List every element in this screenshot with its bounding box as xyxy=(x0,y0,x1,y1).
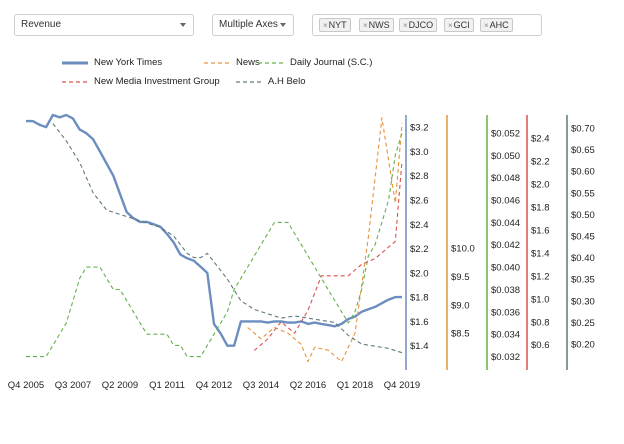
y-tick-label: $1.8 xyxy=(531,202,550,213)
legend-label: A.H Belo xyxy=(268,76,306,87)
y-tick-label: $2.4 xyxy=(531,134,550,145)
y-tick-label: $0.25 xyxy=(571,318,595,329)
ticker-tag-label: DJCO xyxy=(408,20,434,30)
y-tick-label: $0.042 xyxy=(491,240,520,251)
y-tick-label: $0.034 xyxy=(491,330,520,341)
remove-tag-icon[interactable]: × xyxy=(484,21,489,30)
ticker-tag[interactable]: ×NYT xyxy=(319,18,351,32)
legend-item-nyt[interactable]: New York Times xyxy=(62,56,212,70)
y-tick-label: $0.45 xyxy=(571,232,595,243)
y-tick-label: $9.5 xyxy=(451,272,470,283)
y-tick-label: $0.036 xyxy=(491,307,520,318)
y-tick-label: $1.4 xyxy=(410,341,429,352)
ticker-tag[interactable]: ×AHC xyxy=(480,18,513,32)
y-tick-label: $0.046 xyxy=(491,196,520,207)
chevron-down-icon xyxy=(180,23,186,27)
legend-swatch xyxy=(236,81,262,83)
y-tick-label: $2.0 xyxy=(531,179,550,190)
remove-tag-icon[interactable]: × xyxy=(363,21,368,30)
legend-item-news[interactable]: News xyxy=(204,56,274,70)
ticker-tag-label: GCI xyxy=(453,20,470,30)
y-tick-label: $0.60 xyxy=(571,167,595,178)
legend-swatch xyxy=(258,62,284,64)
y-tick-label: $2.4 xyxy=(410,220,429,231)
metric-select-value: Revenue xyxy=(21,19,62,30)
y-tick-label: $0.65 xyxy=(571,145,595,156)
y-tick-label: $0.40 xyxy=(571,253,595,264)
y-tick-label: $0.30 xyxy=(571,296,595,307)
legend-swatch xyxy=(62,61,88,65)
y-tick-label: $10.0 xyxy=(451,244,475,255)
legend-label: New York Times xyxy=(94,57,163,68)
x-tick-label: Q4 2019 xyxy=(384,380,420,391)
x-tick-label: Q3 2014 xyxy=(243,380,279,391)
y-tick-label: $1.4 xyxy=(531,248,550,259)
ticker-tag-label: NYT xyxy=(328,20,347,30)
ticker-tag[interactable]: ×GCI xyxy=(444,18,474,32)
y-tick-label: $2.6 xyxy=(410,196,429,207)
y-tick-label: $1.2 xyxy=(531,271,550,282)
x-tick-label: Q3 2007 xyxy=(55,380,91,391)
metric-select[interactable]: Revenue xyxy=(14,14,194,36)
remove-tag-icon[interactable]: × xyxy=(403,21,408,30)
y-tick-label: $0.70 xyxy=(571,124,595,135)
y-tick-label: $0.038 xyxy=(491,285,520,296)
y-tick-label: $0.048 xyxy=(491,173,520,184)
legend-item-ahc[interactable]: A.H Belo xyxy=(236,75,336,89)
y-tick-label: $1.6 xyxy=(410,317,429,328)
ticker-multiselect[interactable]: ×NYT ×NWS ×DJCO ×GCI ×AHC xyxy=(312,14,542,36)
y-tick-label: $3.2 xyxy=(410,123,429,134)
x-tick-label: Q4 2005 xyxy=(8,380,44,391)
chevron-down-icon xyxy=(280,23,286,27)
ticker-tag[interactable]: ×DJCO xyxy=(399,18,438,32)
legend-label: News xyxy=(236,57,260,68)
y-tick-label: $0.6 xyxy=(531,340,550,351)
x-tick-label: Q1 2011 xyxy=(149,380,185,391)
y-tick-label: $3.0 xyxy=(410,147,429,158)
y-tick-label: $0.052 xyxy=(491,128,520,139)
y-tick-label: $1.0 xyxy=(531,294,550,305)
y-tick-label: $0.35 xyxy=(571,275,595,286)
x-tick-label: Q1 2018 xyxy=(337,380,373,391)
remove-tag-icon[interactable]: × xyxy=(448,21,453,30)
series-line-newm xyxy=(253,160,403,351)
ticker-tag-label: AHC xyxy=(489,20,509,30)
y-tick-label: $0.044 xyxy=(491,218,520,229)
x-tick-label: Q2 2009 xyxy=(102,380,138,391)
remove-tag-icon[interactable]: × xyxy=(323,21,328,30)
ticker-tag-label: NWS xyxy=(368,20,390,30)
y-tick-label: $2.2 xyxy=(410,244,429,255)
axes-select-value: Multiple Axes xyxy=(219,19,278,30)
legend-swatch xyxy=(62,81,88,83)
y-tick-label: $0.55 xyxy=(571,188,595,199)
y-tick-label: $2.0 xyxy=(410,268,429,279)
y-tick-label: $0.032 xyxy=(491,352,520,363)
y-tick-label: $0.20 xyxy=(571,340,595,351)
y-tick-label: $1.6 xyxy=(531,225,550,236)
y-tick-label: $0.8 xyxy=(531,317,550,328)
y-tick-label: $0.040 xyxy=(491,263,520,274)
legend-item-newm[interactable]: New Media Investment Group xyxy=(62,75,262,89)
ticker-tag[interactable]: ×NWS xyxy=(359,18,394,32)
y-tick-label: $1.8 xyxy=(410,293,429,304)
axes-select[interactable]: Multiple Axes xyxy=(212,14,294,36)
y-tick-label: $2.2 xyxy=(531,156,550,167)
y-tick-label: $9.0 xyxy=(451,300,470,311)
y-tick-label: $0.50 xyxy=(571,210,595,221)
legend-label: New Media Investment Group xyxy=(94,76,220,87)
series-line-nyt xyxy=(26,113,402,347)
y-tick-label: $0.050 xyxy=(491,151,520,162)
series-line-news xyxy=(247,117,403,363)
y-tick-label: $2.8 xyxy=(410,171,429,182)
y-tick-label: $8.5 xyxy=(451,329,470,340)
legend-swatch xyxy=(204,62,230,64)
x-tick-label: Q4 2012 xyxy=(196,380,232,391)
series-line-djco xyxy=(26,132,403,358)
legend-label: Daily Journal (S.C.) xyxy=(290,57,373,68)
legend-item-djco[interactable]: Daily Journal (S.C.) xyxy=(258,56,398,70)
x-tick-label: Q2 2016 xyxy=(290,380,326,391)
